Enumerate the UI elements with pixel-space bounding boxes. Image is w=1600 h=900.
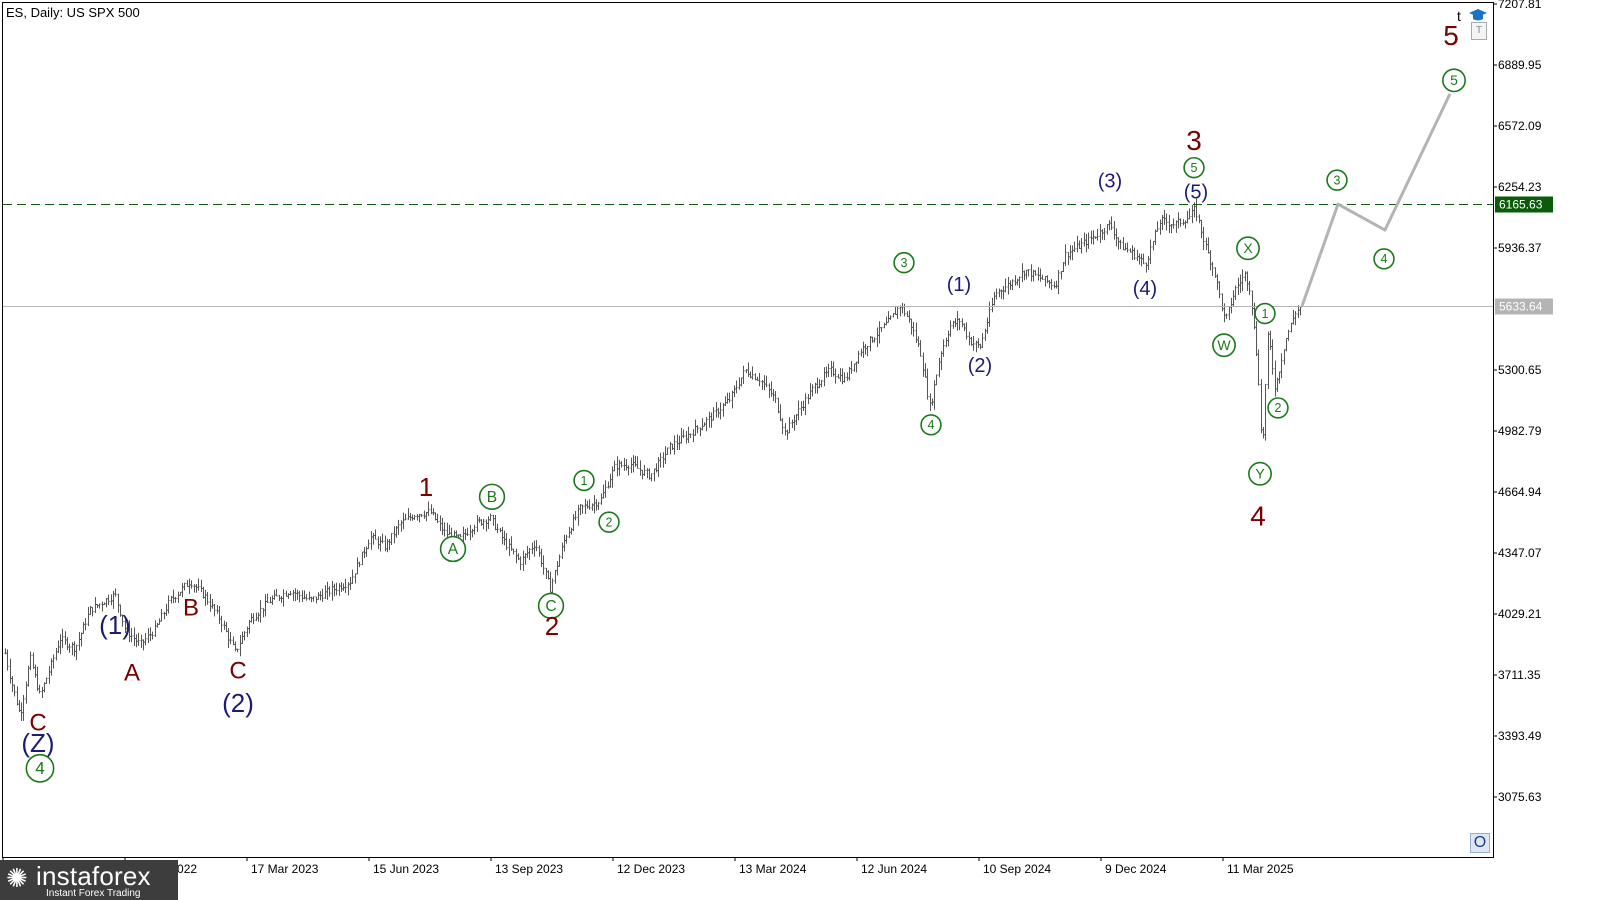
wave-label-minor: W (1217, 337, 1231, 353)
resistance-price-tag-text: 6165.63 (1499, 198, 1543, 212)
y-tick-label: 3711.35 (1498, 668, 1541, 682)
x-tick-label: 9 Dec 2024 (1105, 862, 1167, 876)
current-price-tag-text: 5633.64 (1499, 300, 1543, 314)
wave-label-minor: X (1243, 240, 1253, 256)
tick-chart-icon[interactable]: T (1471, 22, 1487, 40)
wave-label-minor: 4 (35, 758, 45, 778)
instaforex-logo: ✺ instaforex Instant Forex Trading (0, 860, 178, 900)
y-tick-label: 5300.65 (1498, 363, 1542, 377)
wave-label-primary: 3 (1186, 125, 1202, 156)
wave-label-minor-circle (439, 535, 467, 563)
projection-line (1300, 93, 1452, 307)
current-price-tag (1495, 298, 1553, 315)
candle-layer (4, 198, 1302, 722)
wave-label-minor: 4 (928, 418, 935, 432)
x-tick-label: 15 Jun 2023 (373, 862, 439, 876)
wave-label-primary: B (183, 594, 199, 621)
wave-label-minor-circle (478, 483, 506, 510)
y-tick-label: 4664.94 (1498, 485, 1542, 499)
x-tick-label: 12 Dec 2023 (617, 862, 685, 876)
x-tick-label: 11 Mar 2025 (1227, 862, 1294, 876)
wave-label-minor-circle (573, 469, 595, 492)
wave-label-intermediate: (2) (222, 688, 254, 718)
wave-label-minor: B (487, 489, 497, 506)
wave-label-minor-circle (1183, 156, 1205, 179)
wave-label-intermediate: (1) (99, 610, 131, 640)
wave-label-minor: A (448, 541, 459, 558)
wave-label-minor: 3 (1334, 173, 1341, 187)
wave-label-minor: 1 (1262, 307, 1269, 321)
chart-title: ES, Daily: US SPX 500 (6, 5, 140, 20)
wave-label-minor: 4 (1381, 252, 1388, 266)
wave-label-primary: 1 (419, 472, 433, 502)
y-tick-label: 4982.79 (1498, 424, 1542, 438)
wave-label-minor-circle (893, 251, 915, 274)
wave-labels: (1)ABC(2)C(Z)41ABC21234(1)(2)(3)(4)35(5)… (21, 20, 1466, 783)
wave-label-minor-circle (920, 414, 942, 436)
wave-label-minor-circle (1267, 397, 1289, 419)
wave-label-intermediate: (Z) (21, 728, 54, 758)
wave-label-minor: 2 (606, 515, 613, 529)
wave-label-intermediate: (3) (1098, 170, 1122, 192)
wave-label-intermediate: (1) (947, 274, 971, 296)
y-tick-label: 4347.07 (1498, 546, 1542, 560)
wave-label-minor-circle (598, 511, 620, 533)
logo-tagline: Instant Forex Trading (46, 888, 141, 899)
wave-label-primary: 2 (545, 611, 559, 641)
y-tick-label: 3075.63 (1498, 790, 1542, 804)
wave-label-minor-circle (1442, 68, 1466, 93)
wave-label-primary: C (229, 658, 246, 685)
wave-label-minor: 5 (1450, 72, 1458, 88)
one-click-trading-button[interactable]: O (1470, 833, 1490, 853)
y-tick-label: 5936.37 (1498, 241, 1542, 255)
wave-label-primary: C (29, 710, 46, 737)
wave-label-minor-circle (1326, 169, 1348, 191)
wave-label-minor-circle (1236, 236, 1260, 261)
wave-label-primary: 5 (1443, 20, 1459, 51)
wave-label-minor-circle (1254, 302, 1276, 325)
wave-label-intermediate: (2) (968, 355, 992, 377)
projection-layer (1300, 93, 1452, 307)
wave-label-minor: 3 (901, 256, 908, 270)
wave-label-intermediate: (5) (1184, 181, 1208, 203)
y-tick-label: 6572.09 (1498, 119, 1542, 133)
wave-label-minor-circle (537, 592, 565, 619)
resistance-price-tag (1495, 196, 1553, 213)
toolbar-t-button[interactable]: t (1457, 8, 1461, 24)
logo-name: instaforex (36, 861, 151, 891)
x-tick-label: 13 Mar 2024 (739, 862, 807, 876)
wave-label-minor-circle (1373, 248, 1395, 270)
x-tick-label: 12 Jun 2024 (861, 862, 927, 876)
plot-frame (2, 2, 1494, 858)
wave-label-minor: C (545, 598, 556, 615)
wave-label-minor-circle (1248, 461, 1272, 486)
x-tick-label: 17 Mar 2023 (251, 862, 319, 876)
gear-icon: ✺ (6, 863, 28, 893)
y-tick-label: 6254.23 (1498, 180, 1542, 194)
wave-label-minor: 5 (1191, 161, 1198, 175)
wave-label-minor-circle (1212, 333, 1236, 358)
x-tick-label: 10 Sep 2024 (983, 862, 1051, 876)
wave-label-minor: 2 (1275, 401, 1282, 415)
wave-label-minor: Y (1255, 465, 1265, 481)
y-tick-label: 6889.95 (1498, 58, 1542, 72)
graduation-cap-icon[interactable] (1468, 8, 1488, 22)
x-tick-label: 13 Sep 2023 (495, 862, 563, 876)
wave-label-intermediate: (4) (1133, 278, 1157, 300)
wave-label-minor: 1 (581, 474, 588, 488)
y-tick-label: 7207.81 (1498, 0, 1542, 11)
price-levels: 6165.63 5633.64 (3, 196, 1553, 315)
wave-label-minor-circle (25, 753, 55, 783)
y-tick-label: 4029.21 (1498, 607, 1542, 621)
axes: 7207.81 6889.95 6572.09 6254.23 5936.37 5300.… (2, 0, 1542, 876)
y-tick-label: 3393.49 (1498, 729, 1542, 743)
wave-label-primary: 4 (1250, 500, 1266, 531)
wave-label-primary: A (124, 660, 140, 687)
